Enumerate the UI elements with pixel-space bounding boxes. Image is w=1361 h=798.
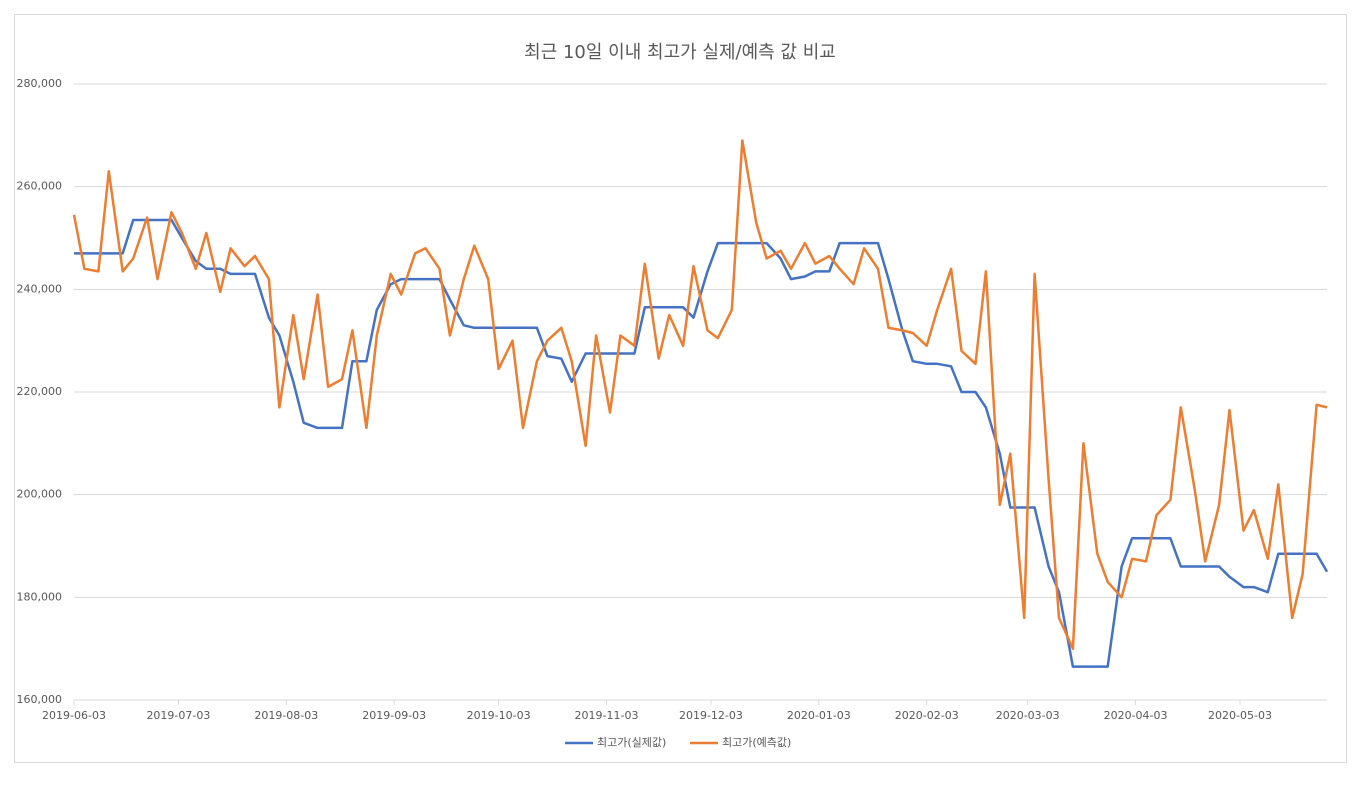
x-tick-label: 2020-02-03 — [895, 709, 959, 722]
chart-frame — [14, 14, 1347, 763]
x-tick-label: 2019-09-03 — [362, 709, 426, 722]
x-tick-label: 2020-03-03 — [996, 709, 1060, 722]
legend-label: 최고가(실제값) — [597, 736, 666, 749]
y-tick-label: 280,000 — [17, 77, 63, 90]
x-tick-label: 2019-12-03 — [679, 709, 743, 722]
x-tick-label: 2020-01-03 — [787, 709, 851, 722]
y-tick-label: 180,000 — [17, 590, 63, 603]
x-tick-label: 2019-10-03 — [467, 709, 531, 722]
y-tick-label: 200,000 — [17, 488, 63, 501]
legend-label: 최고가(예측값) — [722, 736, 791, 749]
x-tick-label: 2020-04-03 — [1104, 709, 1168, 722]
y-tick-label: 260,000 — [17, 180, 63, 193]
y-tick-label: 160,000 — [17, 693, 63, 706]
y-tick-label: 240,000 — [17, 282, 63, 295]
chart-title: 최근 10일 이내 최고가 실제/예측 값 비교 — [524, 42, 836, 63]
x-tick-label: 2020-05-03 — [1208, 709, 1272, 722]
y-tick-label: 220,000 — [17, 385, 63, 398]
x-tick-label: 2019-11-03 — [575, 709, 639, 722]
x-tick-label: 2019-08-03 — [254, 709, 318, 722]
x-tick-label: 2019-07-03 — [146, 709, 210, 722]
x-tick-label: 2019-06-03 — [42, 709, 106, 722]
data-line — [72, 139, 1328, 650]
